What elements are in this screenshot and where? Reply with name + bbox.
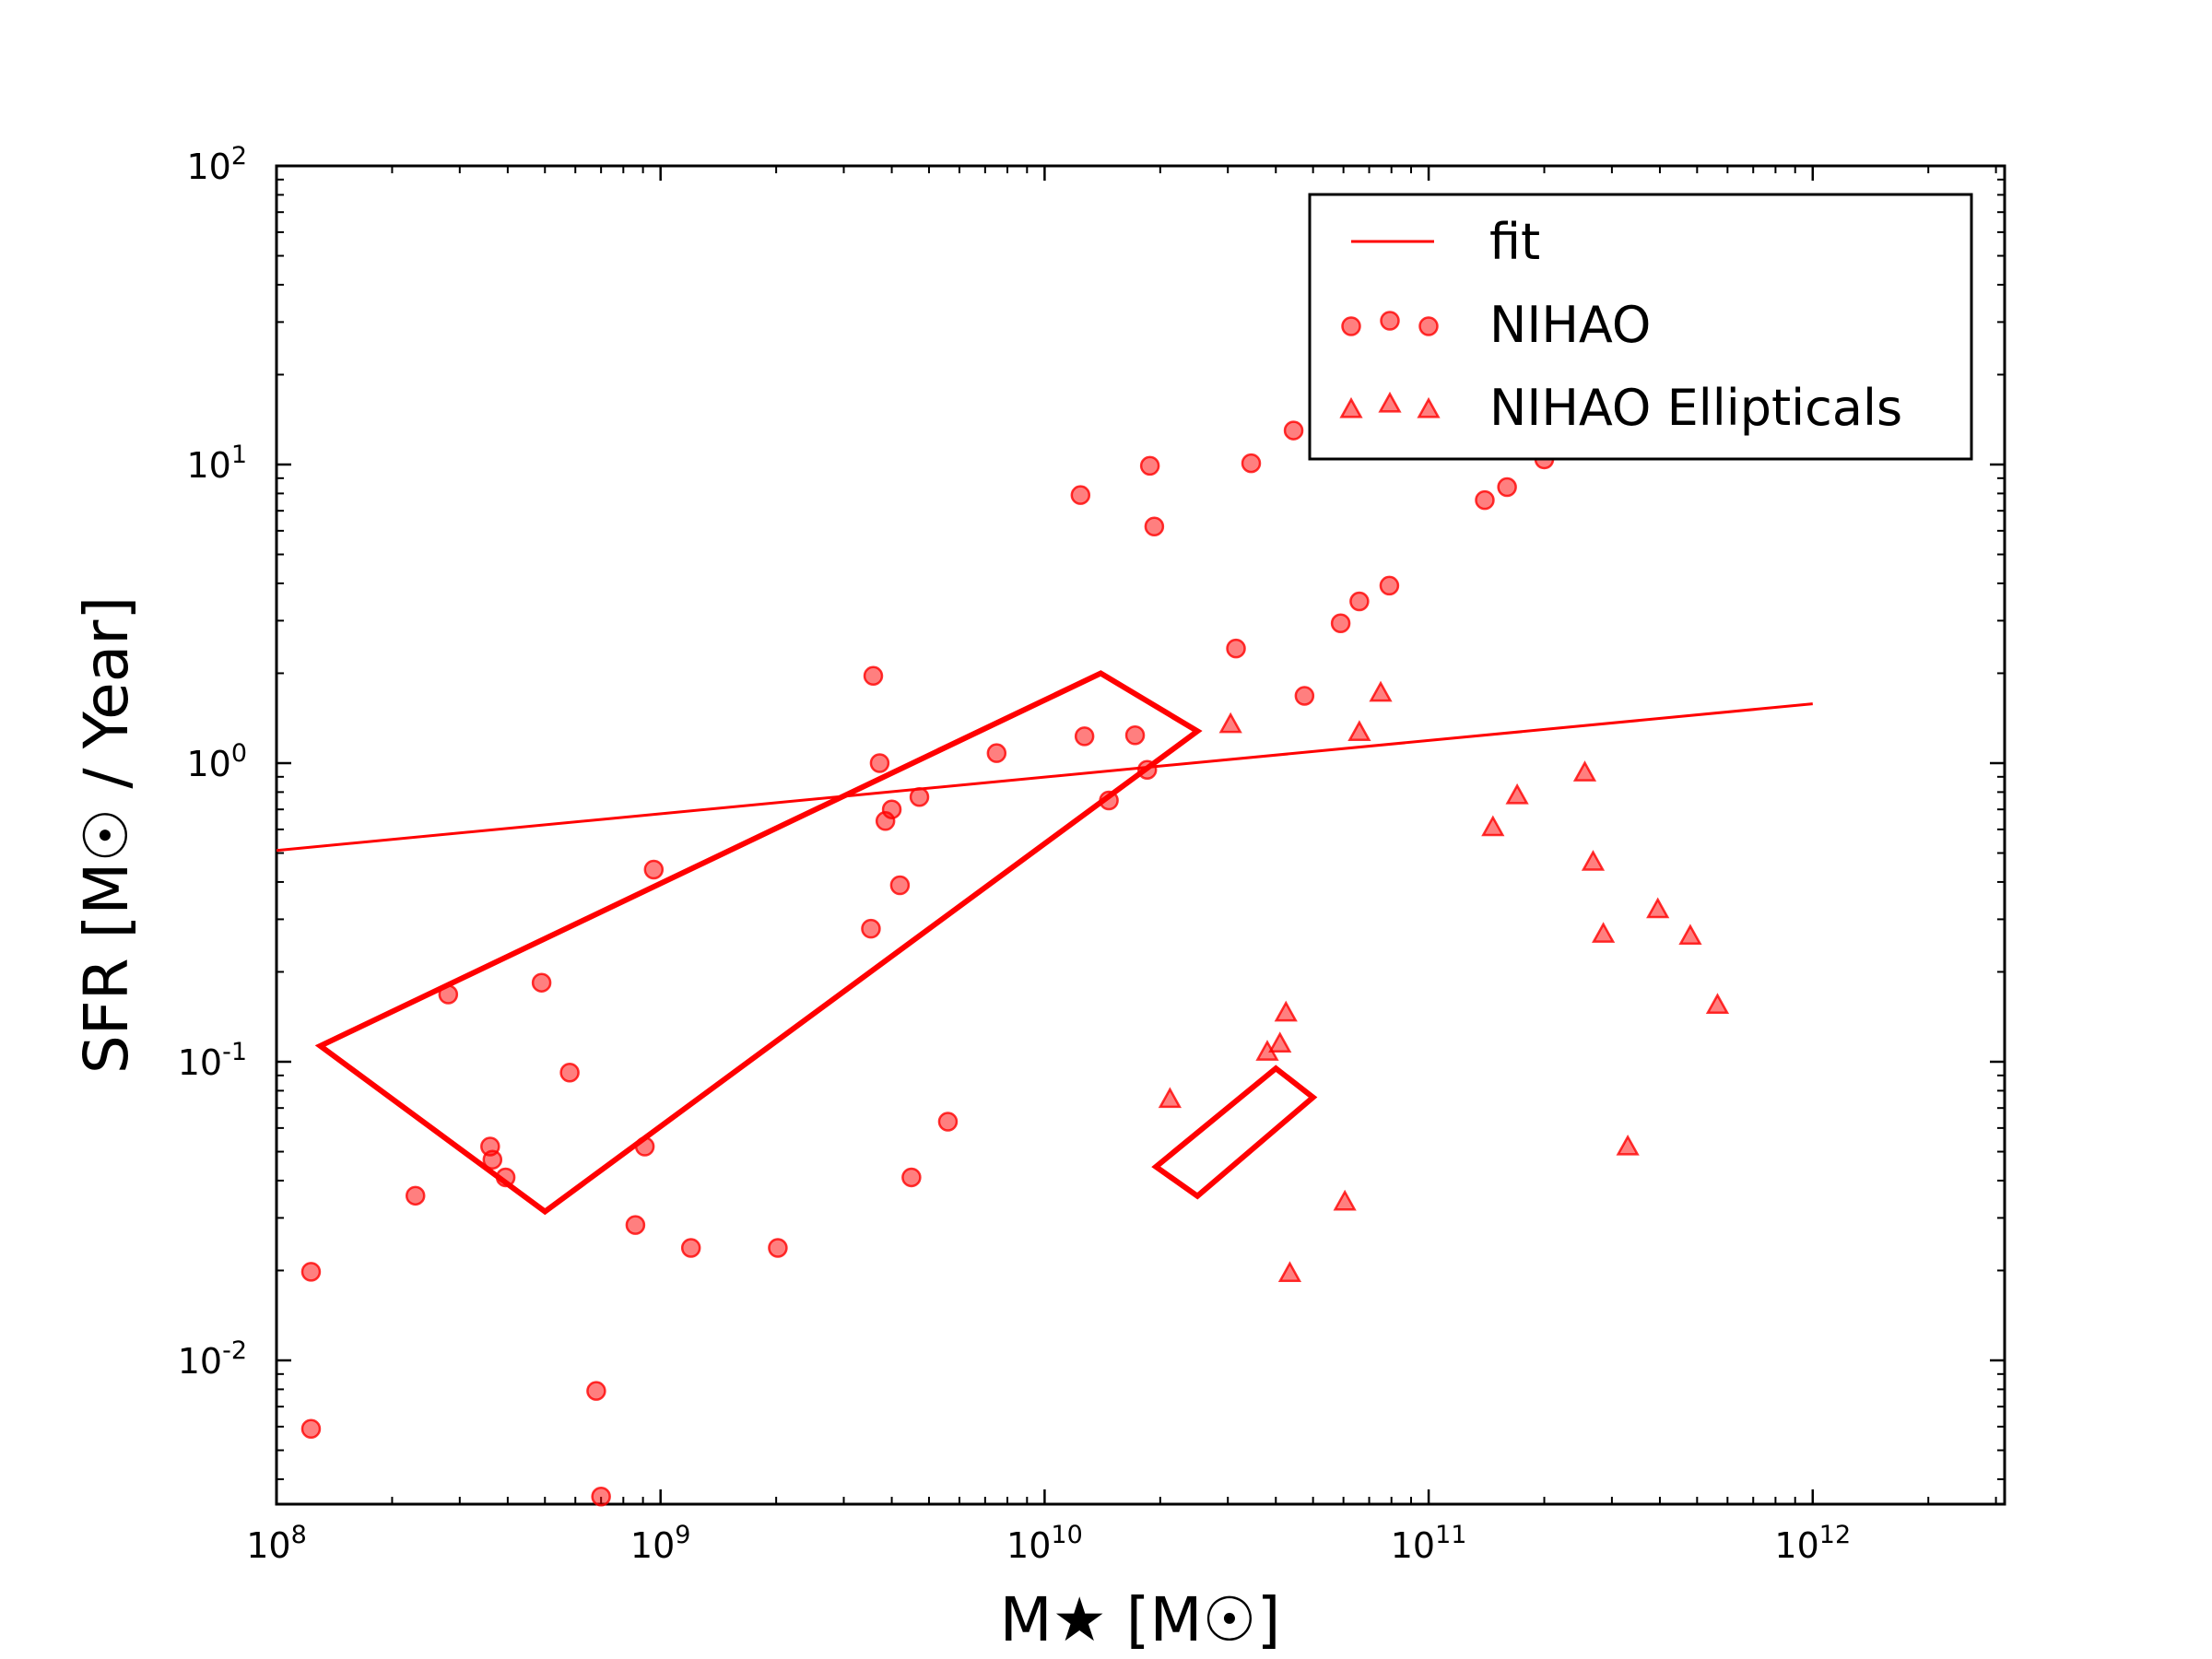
nihao-point	[591, 1486, 611, 1507]
nihao-point	[1144, 516, 1165, 537]
legend-label: NIHAO Ellipticals	[1489, 379, 1902, 437]
nihao-elliptical-point	[1277, 1261, 1302, 1282]
nihao-elliptical-point	[1616, 1134, 1640, 1156]
nihao-point	[643, 859, 665, 880]
nihao-point	[438, 984, 459, 1005]
nihao-point	[482, 1149, 503, 1170]
fit-line-layer	[276, 702, 1813, 853]
nihao-point	[909, 787, 930, 807]
minor-ticks	[276, 166, 2005, 1504]
nihao-elliptical-point	[1505, 782, 1529, 805]
x-tick-label: 1012	[1774, 1521, 1851, 1566]
nihao-point	[1379, 575, 1400, 596]
nihao-point	[1283, 420, 1304, 441]
y-axis-label: SFR [M☉ / Year]	[71, 596, 142, 1074]
major-ticks	[275, 164, 2005, 1504]
legend-circle-marker	[1418, 316, 1439, 336]
legend-triangle-marker	[1378, 391, 1402, 413]
nihao-point	[1099, 790, 1119, 811]
legend-triangle-marker	[1339, 396, 1363, 418]
nihao-point	[300, 1418, 322, 1439]
nihao-elliptical-point	[1369, 680, 1393, 702]
nihao-elliptical-point	[1572, 760, 1597, 782]
legend-label: NIHAO	[1489, 296, 1651, 354]
y-tick-label: 100	[186, 739, 247, 784]
x-tick-label: 1010	[1006, 1521, 1083, 1566]
nihao-point	[768, 1238, 788, 1258]
nihao-point	[1124, 724, 1146, 746]
nihao-elliptical-point	[1274, 1000, 1298, 1022]
legend-circle-marker	[1380, 311, 1400, 331]
nihao-elliptical-point	[1158, 1087, 1182, 1109]
nihao-point	[1294, 686, 1315, 706]
nihao-elliptical-point	[1268, 1031, 1292, 1053]
nihao-point	[937, 1112, 959, 1132]
nihao-elliptical-point	[1333, 1189, 1357, 1211]
nihao-point	[300, 1262, 322, 1282]
y-tick-label: 102	[186, 142, 247, 187]
legend-label: fit	[1489, 213, 1540, 271]
legend-triangle-marker	[1417, 396, 1441, 418]
nihao-elliptical-point	[1591, 922, 1616, 943]
y-tick-labels: 102 101 100 10-1 10-2	[178, 142, 247, 1382]
nihao-point	[625, 1215, 646, 1235]
nihao-elliptical-point	[1347, 720, 1371, 742]
nihao-point	[1139, 455, 1160, 477]
nihao-elliptical-point	[1581, 850, 1606, 871]
nihao-point	[1074, 726, 1095, 747]
x-axis-label: M★ [M☉]	[1000, 1584, 1281, 1655]
nihao-point	[1475, 489, 1495, 511]
nihao-point	[861, 918, 881, 939]
nihao-point	[1330, 613, 1351, 634]
nihao-point	[559, 1062, 580, 1083]
nihao-point	[1136, 759, 1158, 780]
nihao-point	[1241, 453, 1262, 474]
y-tick-label: 101	[186, 441, 247, 486]
nihao-point	[901, 1167, 922, 1188]
x-tick-labels: 108 109 1010 1011 1012	[246, 1521, 1851, 1566]
nihao-elliptical-point	[1678, 924, 1702, 946]
nihao-point	[1226, 638, 1246, 659]
nihao-point	[531, 972, 552, 993]
nihao-point	[495, 1167, 516, 1188]
x-tick-label: 108	[246, 1521, 307, 1566]
legend: fit NIHAO NIHAO Ellipticals	[1308, 193, 1973, 461]
nihao-point	[586, 1381, 606, 1401]
nihao-point	[869, 753, 890, 773]
nihao-elliptical-point	[1218, 712, 1242, 734]
x-tick-label: 1011	[1391, 1521, 1467, 1566]
nihao-elliptical-point	[1705, 993, 1730, 1014]
nihao-point	[1497, 477, 1517, 498]
nihao-elliptical-point	[1481, 815, 1505, 837]
nihao-point	[405, 1185, 426, 1206]
fit-line	[276, 702, 1813, 853]
nihao-point	[889, 875, 911, 896]
nihao-point	[680, 1238, 701, 1258]
data-points	[300, 420, 1730, 1507]
legend-circle-marker	[1341, 316, 1361, 336]
nihao-point	[986, 743, 1007, 763]
annotation-polygon-2	[1151, 1065, 1318, 1200]
x-tick-label: 109	[630, 1521, 691, 1566]
nihao-point	[881, 799, 902, 819]
nihao-point	[863, 665, 884, 687]
y-tick-label: 10-1	[178, 1038, 247, 1083]
nihao-point	[634, 1136, 655, 1157]
series-nihao	[300, 420, 1555, 1507]
nihao-point	[1349, 591, 1370, 612]
series-nihao-ellipticals	[1158, 680, 1730, 1282]
legend-entries: fit NIHAO NIHAO Ellipticals	[1339, 213, 1902, 437]
nihao-elliptical-point	[1646, 897, 1670, 919]
nihao-point	[1070, 485, 1091, 505]
y-tick-label: 10-2	[178, 1336, 247, 1382]
